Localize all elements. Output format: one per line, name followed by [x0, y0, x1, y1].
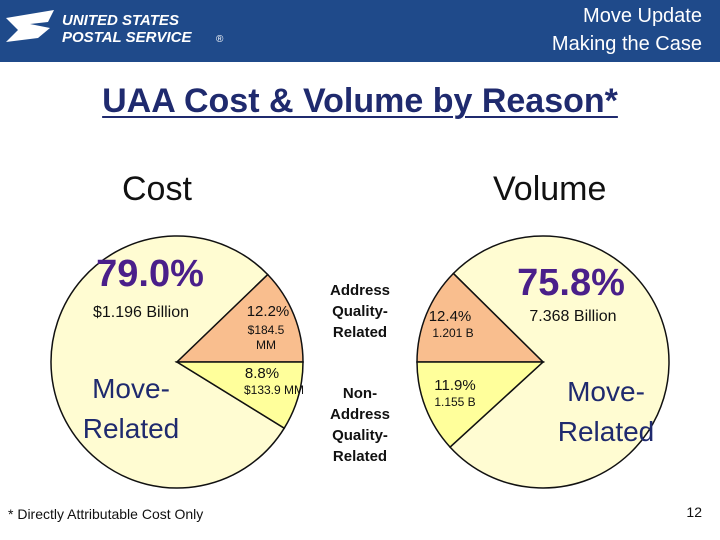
cost-move-percent: 79.0% — [96, 253, 204, 295]
cost-address-value-line2: MM — [256, 338, 276, 352]
header-title: Move Update Making the Case — [552, 2, 702, 58]
volume-move-related-slice — [449, 235, 670, 489]
header-bar: UNITED STATES POSTAL SERVICE ® Move Upda… — [0, 0, 720, 62]
cost-move-related-slice — [50, 235, 286, 489]
volume-address-quality-slice — [416, 272, 545, 363]
cost-move-value: $1.196 Billion — [93, 304, 189, 321]
volume-move-label-line2: Related — [558, 416, 655, 447]
slide-title-text: UAA Cost & Volume by Reason* — [102, 82, 618, 120]
usps-logo: UNITED STATES POSTAL SERVICE ® — [6, 10, 224, 46]
cost-address-percent: 12.2% — [247, 303, 290, 320]
cost-heading: Cost — [122, 170, 192, 208]
non-address-quality-label: Non-Address Quality-Related — [329, 385, 391, 465]
volume-non-address-percent: 11.9% — [434, 377, 475, 394]
cost-move-label-line2: Related — [83, 413, 180, 444]
volume-move-label-line1: Move- — [567, 376, 645, 407]
slide-title: UAA Cost & Volume by Reason* — [0, 82, 720, 121]
cost-non-address-percent: 8.8% — [245, 365, 279, 382]
pie-slices — [50, 235, 670, 489]
header-title-line2: Making the Case — [551, 33, 702, 55]
volume-address-percent: 12.4% — [429, 308, 472, 325]
eagle-icon — [6, 10, 54, 42]
logo-line1: UNITED STATES — [62, 12, 179, 29]
footnote: * Directly Attributable Cost Only — [8, 506, 204, 522]
volume-heading: Volume — [493, 170, 607, 208]
volume-move-value: 7.368 Billion — [529, 308, 616, 325]
volume-move-percent: 75.8% — [517, 262, 625, 304]
registered-mark: ® — [216, 34, 224, 45]
page-number: 12 — [686, 504, 702, 520]
pie-labels: 79.0% $1.196 Billion Move- Related 12.2%… — [83, 253, 655, 447]
cost-move-label-line1: Move- — [92, 373, 170, 404]
header-title-line1: Move Update — [583, 5, 702, 27]
cost-address-value-line1: $184.5 — [248, 323, 285, 337]
cost-non-address-value: $133.9 MM — [244, 383, 304, 397]
logo-line2: POSTAL SERVICE — [62, 29, 192, 46]
address-quality-label: Address Quality-Related — [329, 282, 391, 341]
volume-non-address-quality-slice — [416, 361, 545, 449]
cost-non-address-quality-slice — [174, 361, 304, 430]
cost-address-quality-slice — [175, 273, 304, 363]
volume-non-address-value: 1.155 B — [434, 395, 475, 409]
volume-address-value: 1.201 B — [432, 326, 473, 340]
